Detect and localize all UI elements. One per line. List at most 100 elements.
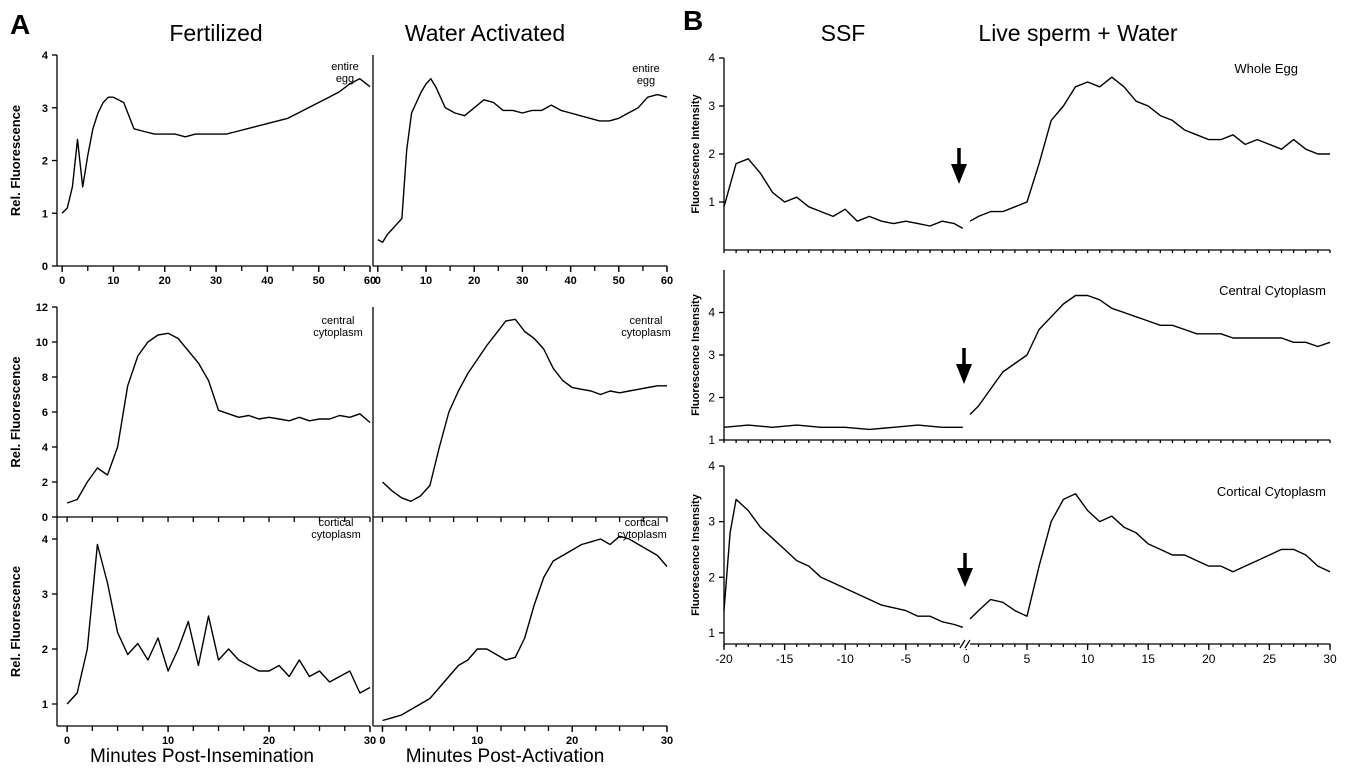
y-tick-label: 4	[42, 50, 49, 62]
y-axis-label: Fluorescence Intensity	[690, 94, 702, 214]
y-tick-label: 1	[42, 699, 48, 711]
y-tick-label: 4	[708, 306, 715, 320]
annotation-line: cortical	[625, 517, 660, 529]
y-tick-label: 4	[708, 459, 715, 473]
y-tick-label: 2	[708, 570, 715, 584]
y-tick-label: 10	[36, 337, 48, 349]
annotation-line: cortical	[319, 517, 354, 529]
x-tick-label: 30	[516, 275, 528, 287]
x-tick-label: 40	[261, 275, 273, 287]
y-tick-label: 2	[708, 147, 715, 161]
panel-annotation: Cortical Cytoplasm	[1217, 484, 1326, 499]
x-tick-label: 10	[420, 275, 432, 287]
x-tick-label: 20	[468, 275, 480, 287]
x-tick-label: 20	[566, 735, 578, 747]
panel-annotation: central cytoplasm	[621, 315, 671, 339]
y-tick-label: 0	[42, 512, 48, 524]
x-tick-label: -5	[900, 652, 911, 666]
y-axis-label: Fluorescence Insensity	[690, 293, 702, 416]
chart-a5: 0 10 20 30 1 2 3 4 Rel. Fluorescence cortical cyto…	[8, 517, 376, 747]
x-tick-label: 60	[661, 275, 673, 287]
y-axis-label: Rel. Fluorescence	[8, 105, 23, 216]
annotation-line: central	[321, 315, 354, 327]
x-tick-label: 0	[963, 652, 970, 666]
x-tick-label: 0	[59, 275, 65, 287]
y-tick-label: 4	[42, 534, 49, 546]
y-tick-label: 2	[42, 644, 48, 656]
annotation-line: cytoplasm	[617, 529, 667, 541]
arrow-marker-central-cytoplasm	[956, 348, 972, 384]
series-line-2	[969, 493, 1331, 620]
annotation-line: egg	[336, 73, 354, 85]
x-tick-label: 10	[471, 735, 483, 747]
a-left-title: Fertilized	[169, 20, 262, 46]
y-tick-label: 1	[708, 195, 715, 209]
chart-a2: 0 10 20 30 40 50 60 entire egg	[372, 55, 673, 287]
y-tick-label: 3	[42, 103, 48, 115]
y-axis-label: Fluorescence Insensity	[690, 493, 702, 616]
y-tick-label: 3	[708, 515, 715, 529]
x-tick-label: 25	[1263, 652, 1277, 666]
panel-b-label: B	[683, 5, 703, 36]
series-line-1	[723, 424, 963, 431]
series-line-1	[377, 77, 668, 244]
x-tick-label: 40	[564, 275, 576, 287]
chart-b2: 1 2 3 4 Fluorescence Insensity Central Cytopl…	[690, 270, 1331, 447]
chart-b1: 1 2 3 4 Fluorescence Intensity Whole Egg	[690, 51, 1331, 253]
panel-annotation: central cytoplasm	[313, 315, 363, 339]
panel-annotation: cortical cytoplasm	[311, 517, 361, 541]
a-right-xlabel: Minutes Post-Activation	[406, 746, 605, 767]
y-tick-label: 0	[42, 261, 48, 273]
series-line-1	[382, 535, 668, 722]
x-tick-label: 0	[64, 735, 70, 747]
x-tick-label: 20	[1202, 652, 1216, 666]
panel-annotation: Central Cytoplasm	[1219, 283, 1326, 298]
panel-annotation: entire egg	[632, 63, 660, 87]
y-tick-label: 1	[42, 208, 48, 220]
series-line-1	[66, 332, 371, 504]
y-tick-label: 2	[42, 477, 48, 489]
x-tick-label: 60	[364, 275, 376, 287]
a-right-title: Water Activated	[405, 20, 565, 46]
x-tick-label: 30	[210, 275, 222, 287]
x-tick-label: 30	[364, 735, 376, 747]
x-tick-label: -20	[715, 652, 733, 666]
x-tick-label: -15	[776, 652, 794, 666]
y-tick-label: 1	[708, 433, 715, 447]
axis-break-mark	[959, 639, 971, 649]
x-tick-label: 10	[107, 275, 119, 287]
series-line-1	[61, 77, 371, 214]
arrow-marker-cortical-cytoplasm	[957, 553, 973, 587]
annotation-line: cytoplasm	[311, 529, 361, 541]
x-tick-label: -10	[837, 652, 855, 666]
x-tick-label: 30	[661, 735, 673, 747]
y-tick-label: 4	[708, 51, 715, 65]
panel-annotation: Whole Egg	[1234, 61, 1298, 76]
series-line-1	[66, 543, 371, 705]
annotation-line: cytoplasm	[313, 327, 363, 339]
chart-a1: 0 10 20 30 40 50 60 0 1 2 3 4 Rel. Fluorescence entir…	[8, 50, 376, 287]
series-line-2	[969, 76, 1330, 222]
panel-a-label: A	[10, 9, 30, 40]
x-tick-label: 15	[1142, 652, 1156, 666]
annotation-line: central	[629, 315, 662, 327]
b-right-title: Live sperm + Water	[978, 20, 1178, 46]
y-tick-label: 2	[708, 391, 715, 405]
panel-annotation: entire egg	[331, 61, 359, 85]
chart-a4: central cytoplasm	[372, 307, 671, 522]
chart-a3: 0 2 4 6 8 10 12 Rel. Fluorescence central cytopla…	[8, 302, 371, 524]
x-tick-label: 0	[379, 735, 385, 747]
chart-a6: 0 10 20 30 cortical cytoplasm	[372, 517, 673, 747]
x-tick-label: 5	[1024, 652, 1031, 666]
x-tick-label: 50	[313, 275, 325, 287]
y-tick-label: 3	[708, 99, 715, 113]
y-tick-label: 1	[708, 626, 715, 640]
annotation-line: egg	[637, 75, 655, 87]
y-tick-label: 12	[36, 302, 48, 314]
y-axis-label: Rel. Fluorescence	[8, 356, 23, 467]
x-tick-label: 50	[613, 275, 625, 287]
x-tick-label: 10	[162, 735, 174, 747]
y-tick-label: 3	[42, 589, 48, 601]
